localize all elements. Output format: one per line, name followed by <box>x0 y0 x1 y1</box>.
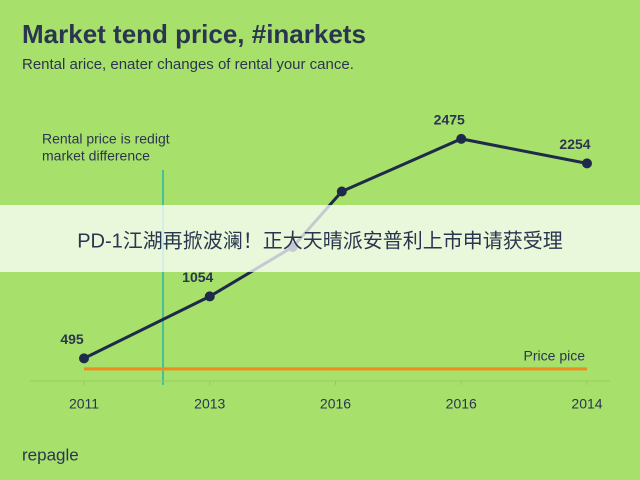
annotation: Rental price is redigt <box>42 131 170 147</box>
x-tick-label: 2014 <box>571 396 602 412</box>
value-label: 1054 <box>182 269 213 285</box>
x-tick-label: 2011 <box>69 396 99 412</box>
value-label: 2254 <box>559 136 590 152</box>
annotation: market difference <box>42 148 150 164</box>
point <box>79 353 89 364</box>
banner: PD-1江湖再掀波澜！正大天晴派安普利上市申请获受理 <box>77 229 563 252</box>
value-label: 495 <box>60 331 84 347</box>
point <box>456 133 467 144</box>
banner-bg <box>0 205 640 272</box>
point <box>336 186 347 197</box>
point <box>204 291 215 302</box>
point <box>582 158 592 169</box>
chart-title: Market tend price, #inarkets <box>22 19 366 49</box>
reference-label: Price pice <box>524 348 586 364</box>
value-label: 2475 <box>434 112 465 128</box>
x-tick-label: 2013 <box>194 396 225 412</box>
x-tick-label: 2016 <box>446 396 477 412</box>
plot: 2011 2013 2016 2016 2014 Price pice 495 1054 247… <box>60 112 602 412</box>
footer: repagle <box>22 445 79 464</box>
chart-subtitle: Rental arice, enater changes of rental y… <box>22 56 354 73</box>
x-tick-label: 2016 <box>320 396 351 412</box>
